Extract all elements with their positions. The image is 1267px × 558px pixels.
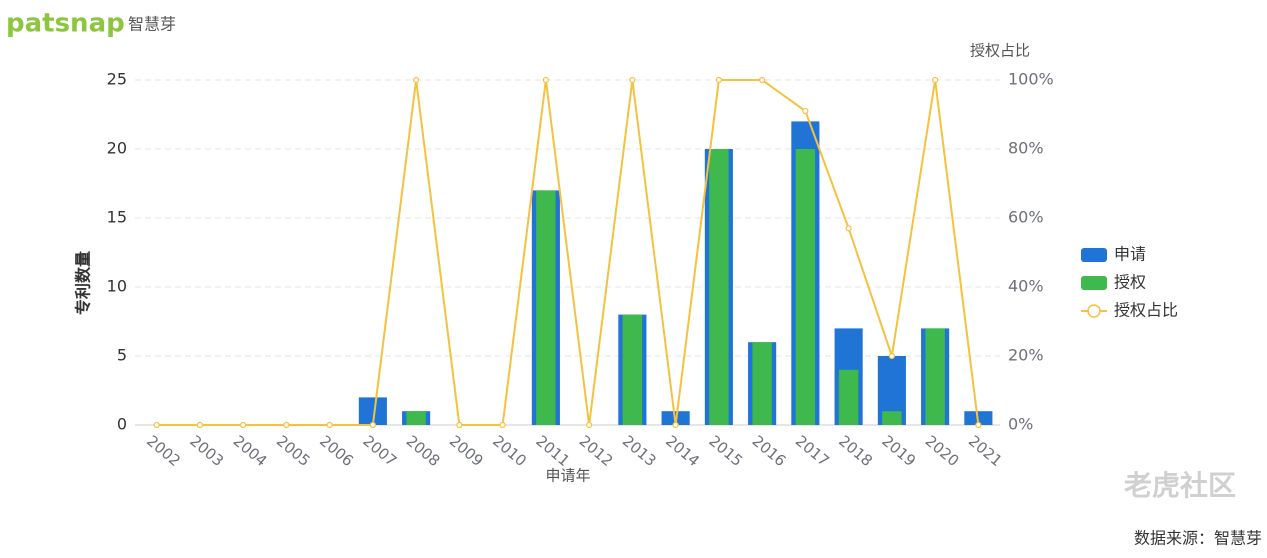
x-tick-label: 2016 — [749, 432, 790, 470]
x-tick-label: 2014 — [662, 432, 703, 470]
y2-tick-label: 80% — [1008, 139, 1044, 158]
watermark: 老虎社区 — [1124, 469, 1236, 502]
y2-tick-label: 20% — [1008, 346, 1044, 365]
line-point — [586, 421, 593, 429]
line — [156, 79, 980, 426]
bar — [752, 342, 772, 425]
y-tick-label: 20 — [107, 139, 127, 158]
line-point — [672, 421, 679, 429]
y2-tick-label: 100% — [1008, 70, 1054, 89]
x-tick-label: 2013 — [619, 432, 660, 470]
legend-label: 申请 — [1114, 245, 1146, 264]
line-point — [932, 76, 939, 84]
line-point — [456, 421, 463, 429]
legend-label: 授权 — [1114, 273, 1146, 292]
line-point — [802, 107, 809, 115]
bar — [709, 149, 729, 425]
bar — [406, 411, 426, 425]
line-point — [413, 76, 420, 84]
y2-tick-label: 60% — [1008, 208, 1044, 227]
legend-swatch — [1081, 248, 1107, 262]
x-tick-label: 2008 — [403, 432, 444, 470]
line-point — [283, 421, 290, 429]
legend-label: 授权占比 — [1114, 301, 1178, 320]
bar — [536, 190, 556, 425]
source-note: 数据来源：智慧芽 — [1134, 529, 1262, 548]
y-tick-label: 5 — [117, 346, 127, 365]
bar — [925, 328, 945, 425]
y2-axis-title: 授权占比 — [970, 42, 1030, 60]
line-point — [499, 421, 506, 429]
x-tick-label: 2009 — [446, 432, 487, 470]
y2-tick-label: 40% — [1008, 277, 1044, 296]
line-point — [369, 421, 376, 429]
line-point — [153, 421, 160, 429]
x-tick-label: 2002 — [143, 432, 184, 470]
line-point — [196, 421, 203, 429]
bar — [838, 369, 859, 425]
line-point — [759, 76, 766, 84]
y-tick-label: 15 — [107, 208, 127, 227]
line-point — [975, 421, 982, 429]
legend-swatch — [1081, 276, 1107, 290]
x-tick-label: 2017 — [792, 432, 833, 470]
x-axis-title: 申请年 — [545, 467, 590, 485]
bar — [795, 149, 816, 425]
line-point — [715, 76, 722, 84]
x-tick-label: 2006 — [316, 432, 357, 470]
x-tick-label: 2015 — [705, 432, 746, 470]
x-tick-label: 2007 — [359, 432, 400, 470]
y-tick-label: 0 — [117, 415, 127, 434]
y-tick-label: 10 — [107, 277, 127, 296]
line-point — [888, 352, 895, 360]
x-tick-label: 2012 — [576, 432, 617, 470]
y-tick-label: 25 — [107, 70, 127, 89]
x-tick-label: 2021 — [965, 432, 1006, 470]
line-point — [326, 421, 333, 429]
line-point — [542, 76, 549, 84]
line-point — [845, 225, 852, 232]
x-tick-label: 2005 — [273, 432, 314, 470]
y-axis-title: 专利数量 — [74, 251, 93, 315]
y2-tick-label: 0% — [1008, 415, 1033, 434]
line-point — [629, 76, 636, 84]
x-tick-label: 2003 — [186, 432, 227, 470]
x-tick-label: 2011 — [532, 432, 573, 470]
line-point — [240, 421, 247, 429]
x-tick-label: 2010 — [489, 432, 530, 470]
x-tick-label: 2004 — [230, 432, 271, 470]
x-tick-label: 2019 — [878, 432, 919, 470]
brand-logo: patsnap — [6, 9, 125, 39]
x-tick-label: 2020 — [922, 432, 963, 470]
legend-marker — [1087, 304, 1101, 318]
bar — [882, 411, 902, 425]
brand-cn: 智慧芽 — [128, 15, 176, 34]
x-tick-label: 2018 — [835, 432, 876, 470]
bar — [622, 314, 643, 425]
